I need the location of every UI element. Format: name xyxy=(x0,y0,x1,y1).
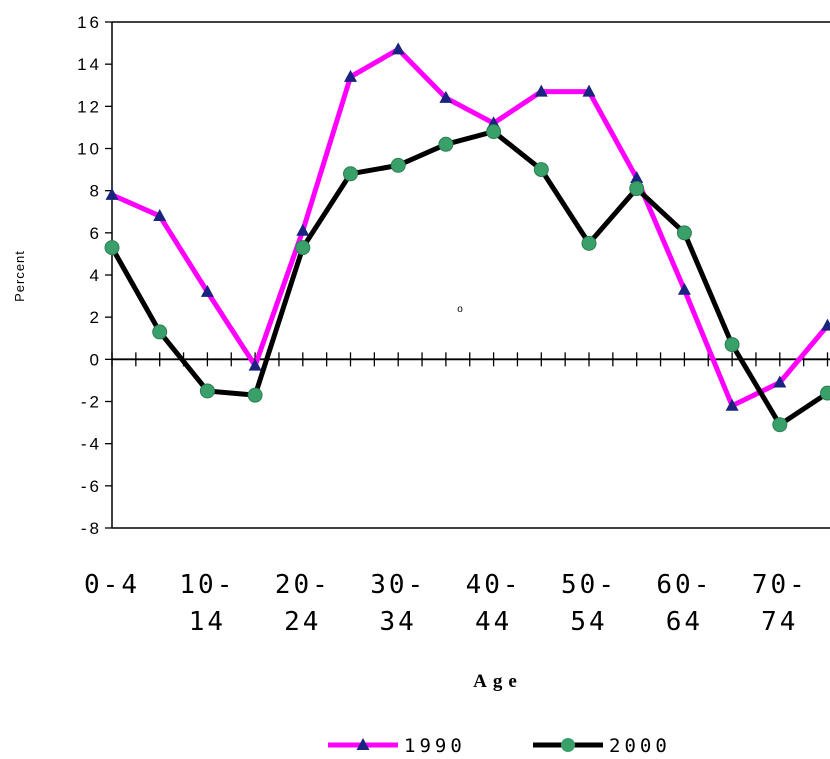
y-tick-label: -4 xyxy=(81,435,102,454)
y-tick-label: -8 xyxy=(81,519,102,538)
data-point-1990 xyxy=(725,398,739,411)
y-tick-label: -2 xyxy=(81,393,102,412)
data-point-2000 xyxy=(438,136,454,152)
data-point-1990 xyxy=(821,318,830,331)
y-tick-label: -6 xyxy=(81,477,102,496)
data-point-1990 xyxy=(677,282,691,295)
series-line-1990 xyxy=(110,46,830,409)
legend-label-1990: 1990 xyxy=(404,735,466,757)
data-point-2000 xyxy=(199,383,215,399)
x-tick-label: 70- xyxy=(752,570,808,600)
y-tick-label: 16 xyxy=(77,13,102,32)
x-tick-label: 44 xyxy=(475,607,512,637)
data-point-1990 xyxy=(105,187,119,200)
y-tick-label: 10 xyxy=(77,140,102,159)
x-tick-label: 20- xyxy=(275,570,331,600)
y-tick-label: 2 xyxy=(90,308,102,327)
legend: 1990 2000 xyxy=(328,735,671,757)
series-layer xyxy=(104,42,830,433)
data-point-2000 xyxy=(104,240,120,256)
y-tick-label: 12 xyxy=(77,97,102,116)
data-point-2000 xyxy=(390,157,406,173)
data-point-2000 xyxy=(152,324,168,340)
data-point-2000 xyxy=(533,162,549,178)
data-point-1990 xyxy=(344,69,357,82)
y-tick-label: 0 xyxy=(90,350,102,369)
data-point-1990 xyxy=(296,223,310,236)
x-tick-label: 50- xyxy=(561,570,617,600)
data-point-2000 xyxy=(676,225,692,241)
data-point-1990 xyxy=(630,171,644,184)
data-point-2000 xyxy=(724,337,740,353)
data-point-2000 xyxy=(629,181,645,197)
legend-marker-1990 xyxy=(356,738,370,750)
data-point-1990 xyxy=(582,84,596,97)
x-tick-label: 0-4 xyxy=(84,570,140,600)
stray-mark: o xyxy=(457,304,463,315)
data-point-1990 xyxy=(248,358,262,371)
data-point-2000 xyxy=(295,240,311,256)
data-point-2000 xyxy=(581,235,597,251)
x-tick-label: 10- xyxy=(179,570,235,600)
y-axis: 16 14 12 10 8 6 4 2 0 -2 -4 -6 -8 xyxy=(77,13,112,538)
y-tick-label: 8 xyxy=(90,182,102,201)
x-tick-label: 60- xyxy=(656,570,712,600)
data-point-1990 xyxy=(773,375,787,388)
y-tick-label: 14 xyxy=(77,55,102,74)
data-point-1990 xyxy=(391,42,405,55)
data-point-1990 xyxy=(200,284,214,297)
x-tick-label: 14 xyxy=(189,607,226,637)
data-point-2000 xyxy=(343,166,358,182)
data-point-2000 xyxy=(820,385,830,401)
y-tick-label: 4 xyxy=(90,266,102,285)
x-tick-label: 40- xyxy=(466,570,522,600)
x-tick-label: 24 xyxy=(284,607,321,637)
data-point-2000 xyxy=(486,124,502,140)
y-axis-title: Percent xyxy=(12,250,27,302)
x-tick-label: 54 xyxy=(570,607,607,637)
data-point-2000 xyxy=(772,417,788,433)
x-tick-label: 64 xyxy=(666,607,703,637)
data-point-1990 xyxy=(439,90,453,103)
x-tick-label: 30- xyxy=(370,570,426,600)
x-tick-label: 34 xyxy=(380,607,417,637)
data-point-1990 xyxy=(153,208,167,221)
data-point-1990 xyxy=(534,84,548,97)
x-tick-label: 74 xyxy=(761,607,798,637)
legend-label-2000: 2000 xyxy=(609,735,671,757)
plot-frame xyxy=(111,21,830,529)
x-axis-title: Age xyxy=(473,671,523,692)
legend-marker-2000 xyxy=(561,738,575,752)
series-line-2000 xyxy=(109,129,829,428)
data-point-2000 xyxy=(247,387,263,403)
y-tick-label: 6 xyxy=(90,224,102,243)
